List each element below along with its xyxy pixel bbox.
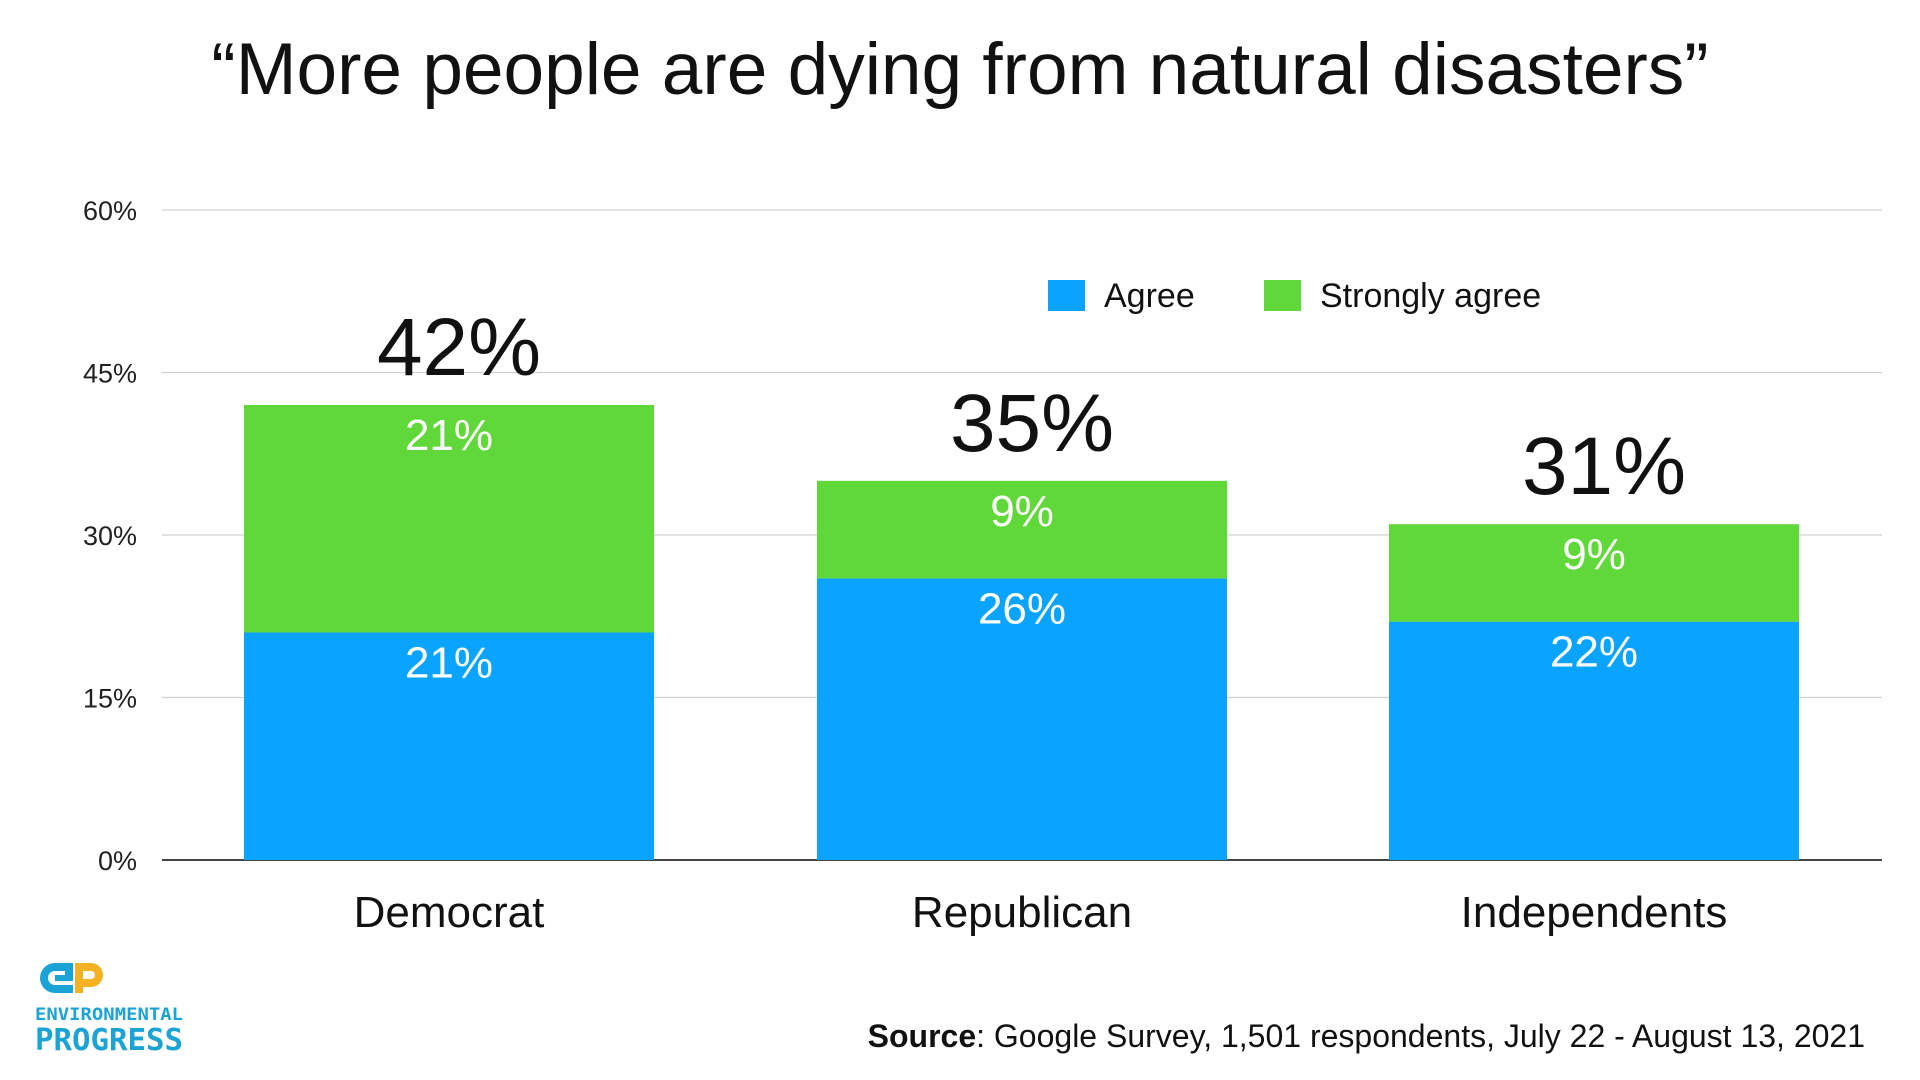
segment-value-label: 9%: [990, 487, 1054, 536]
legend-label: Strongly agree: [1320, 277, 1541, 315]
total-value-label: 31%: [1522, 421, 1686, 512]
source-note: Source: Google Survey, 1,501 respondents…: [868, 1018, 1865, 1055]
bar-segment: [1389, 621, 1799, 860]
x-tick-label: Independents: [1461, 888, 1728, 937]
bar-segment: [817, 578, 1227, 860]
legend-swatch: [1048, 280, 1085, 311]
logo-text-environmental: ENVIRONMENTAL: [35, 1005, 183, 1024]
data-labels: 21% 21% 42% 26% 9% 35% 22% 9% 31%: [377, 302, 1686, 688]
segment-value-label: 26%: [978, 584, 1066, 633]
source-text: : Google Survey, 1,501 respondents, July…: [976, 1018, 1865, 1054]
bar-segment: [1389, 524, 1799, 622]
y-tick-label: 30%: [83, 521, 137, 551]
bar-segment: [817, 480, 1227, 579]
bars: [244, 405, 1799, 860]
bar-segment: [244, 632, 654, 860]
segment-value-label: 21%: [405, 411, 493, 460]
segment-value-label: 22%: [1550, 628, 1638, 677]
y-tick-label: 0%: [98, 846, 137, 876]
legend: Agree Strongly agree: [1048, 277, 1541, 315]
environmental-progress-logo: ENVIRONMENTAL PROGRESS: [35, 963, 183, 1058]
x-tick-label: Republican: [912, 888, 1132, 937]
y-tick-label: 45%: [83, 359, 137, 389]
ep-monogram-icon: [40, 963, 103, 993]
total-value-label: 35%: [950, 378, 1114, 469]
chart-title: “More people are dying from natural disa…: [211, 29, 1709, 110]
legend-swatch: [1264, 280, 1301, 311]
bar-segment: [244, 405, 654, 633]
x-axis-tick-labels: Democrat Republican Independents: [354, 888, 1728, 937]
y-tick-label: 15%: [83, 684, 137, 714]
y-tick-label: 60%: [83, 196, 137, 226]
source-label: Source: [867, 1018, 977, 1054]
y-axis-tick-labels: 0% 15% 30% 45% 60%: [83, 196, 137, 876]
logo-text-progress: PROGRESS: [35, 1023, 183, 1058]
stacked-bar-chart: 0% 15% 30% 45% 60% 21% 21% 42% 26% 9% 35% 22% 9% 31%…: [83, 196, 1882, 937]
total-value-label: 42%: [377, 302, 541, 393]
legend-label: Agree: [1104, 277, 1195, 315]
segment-value-label: 9%: [1562, 530, 1626, 579]
x-tick-label: Democrat: [354, 888, 545, 937]
segment-value-label: 21%: [405, 639, 493, 688]
